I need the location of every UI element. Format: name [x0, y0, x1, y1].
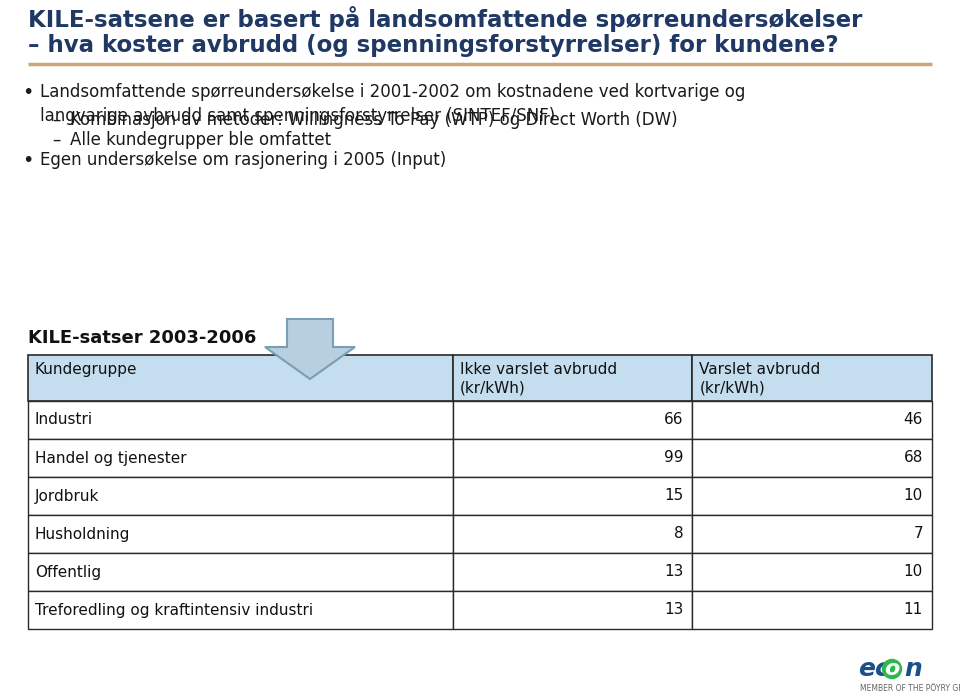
Bar — [692, 401, 932, 439]
Bar — [692, 515, 932, 553]
Text: 68: 68 — [903, 450, 923, 466]
Text: 15: 15 — [664, 489, 684, 503]
Text: n: n — [904, 657, 922, 681]
Text: Kombinasjon av metoder: Willingness To Pay (WTP) og Direct Worth (DW): Kombinasjon av metoder: Willingness To P… — [70, 111, 678, 129]
Text: – hva koster avbrudd (og spenningsforstyrrelser) for kundene?: – hva koster avbrudd (og spenningsforsty… — [28, 34, 839, 57]
Text: MEMBER OF THE PÖYRY GROUP: MEMBER OF THE PÖYRY GROUP — [860, 684, 960, 693]
Bar — [692, 591, 932, 629]
Text: 46: 46 — [903, 412, 923, 428]
Bar — [453, 439, 692, 477]
Text: 13: 13 — [664, 565, 684, 579]
Text: ec: ec — [858, 657, 890, 681]
Text: 10: 10 — [903, 565, 923, 579]
Bar — [28, 515, 453, 553]
Text: •: • — [22, 83, 34, 102]
Text: 7: 7 — [913, 526, 923, 542]
Text: 8: 8 — [674, 526, 684, 542]
Text: o: o — [884, 659, 900, 679]
Bar — [453, 355, 692, 401]
Text: Varslet avbrudd
(kr/kWh): Varslet avbrudd (kr/kWh) — [700, 362, 821, 396]
Text: Offentlig: Offentlig — [35, 565, 101, 579]
Text: 10: 10 — [903, 489, 923, 503]
Bar — [453, 401, 692, 439]
Bar — [28, 591, 453, 629]
Text: Ikke varslet avbrudd
(kr/kWh): Ikke varslet avbrudd (kr/kWh) — [460, 362, 617, 396]
Text: KILE-satser 2003-2006: KILE-satser 2003-2006 — [28, 329, 256, 347]
Bar — [692, 477, 932, 515]
Text: Handel og tjenester: Handel og tjenester — [35, 450, 186, 466]
Text: Industri: Industri — [35, 412, 93, 428]
Bar — [28, 553, 453, 591]
Bar — [28, 355, 453, 401]
Text: Alle kundegrupper ble omfattet: Alle kundegrupper ble omfattet — [70, 131, 331, 149]
Bar — [453, 553, 692, 591]
Polygon shape — [265, 319, 355, 379]
Text: –: – — [52, 111, 60, 129]
Text: 99: 99 — [664, 450, 684, 466]
Text: Husholdning: Husholdning — [35, 526, 131, 542]
Text: –: – — [52, 131, 60, 149]
Text: 13: 13 — [664, 603, 684, 617]
Bar — [28, 477, 453, 515]
Bar — [692, 553, 932, 591]
Text: Treforedling og kraftintensiv industri: Treforedling og kraftintensiv industri — [35, 603, 313, 617]
Bar — [692, 355, 932, 401]
Bar — [453, 591, 692, 629]
Text: Landsomfattende spørreundersøkelse i 2001-2002 om kostnadene ved kortvarige og
l: Landsomfattende spørreundersøkelse i 200… — [40, 83, 745, 125]
Text: Jordbruk: Jordbruk — [35, 489, 100, 503]
Text: Kundegruppe: Kundegruppe — [35, 362, 137, 377]
Text: 66: 66 — [664, 412, 684, 428]
Bar — [453, 477, 692, 515]
Text: •: • — [22, 151, 34, 170]
Text: KILE-satsene er basert på landsomfattende spørreundersøkelser: KILE-satsene er basert på landsomfattend… — [28, 6, 862, 32]
Text: 11: 11 — [903, 603, 923, 617]
Bar — [692, 439, 932, 477]
Bar — [28, 401, 453, 439]
Bar — [453, 515, 692, 553]
Text: Egen undersøkelse om rasjonering i 2005 (Input): Egen undersøkelse om rasjonering i 2005 … — [40, 151, 446, 169]
Circle shape — [882, 659, 901, 679]
Bar — [28, 439, 453, 477]
